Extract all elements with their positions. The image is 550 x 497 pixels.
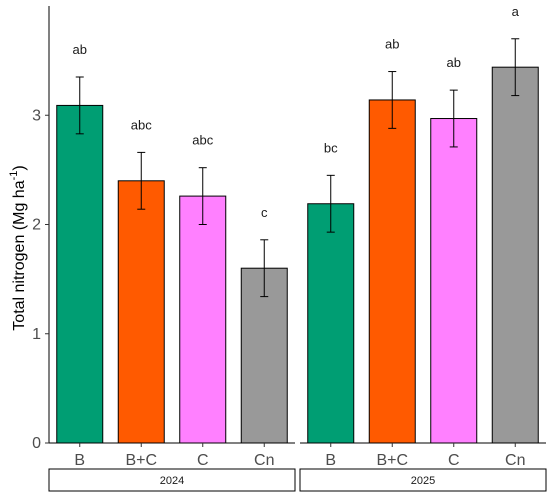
bar-2025-B+C (368, 99, 416, 444)
x-tick-label: C (448, 452, 460, 469)
y-tick-label: 1 (32, 326, 41, 343)
x-tick-label: Cn (254, 452, 274, 469)
significance-letter: ab (73, 42, 87, 57)
bar-2025-Cn (491, 66, 539, 444)
x-tick-label: C (197, 452, 209, 469)
x-tick-label: B+C (125, 452, 157, 469)
facet-strip (299, 468, 547, 492)
significance-letter: a (512, 4, 520, 19)
y-tick-label: 2 (32, 217, 41, 234)
x-tick-label: B+C (376, 452, 408, 469)
significance-letter: c (261, 205, 268, 220)
y-axis-title-close: ) (11, 165, 28, 170)
significance-letter: ab (447, 55, 461, 70)
x-tick-label: Cn (505, 452, 525, 469)
facet-strip (48, 468, 296, 492)
bar-2024-B (56, 104, 104, 444)
x-tick-label: B (74, 452, 85, 469)
y-axis-title-superscript: -1 (8, 171, 20, 181)
bar-2024-C (179, 195, 227, 444)
facet-strip-label: 2024 (160, 475, 184, 487)
y-axis-title: Total nitrogen (Mg ha-1) (8, 165, 28, 330)
significance-letter: abc (131, 117, 152, 132)
significance-letter: bc (324, 140, 338, 155)
bar-2025-C (430, 118, 478, 444)
x-tick-label: B (325, 452, 336, 469)
facet-strip-label: 2025 (411, 475, 435, 487)
y-tick-label: 0 (32, 435, 41, 452)
y-tick-label: 3 (32, 107, 41, 124)
facet-panel-2025: bc Bab B+C ab Ca Cn 2025 (299, 4, 547, 492)
bar-2024-B+C (117, 180, 165, 444)
significance-letter: abc (192, 133, 213, 148)
significance-letter: ab (385, 37, 399, 52)
y-axis-title-main: Total nitrogen (Mg ha (11, 180, 28, 330)
y-axis: 0 1 2 3 (32, 6, 50, 452)
bar-2025-B (307, 203, 355, 444)
